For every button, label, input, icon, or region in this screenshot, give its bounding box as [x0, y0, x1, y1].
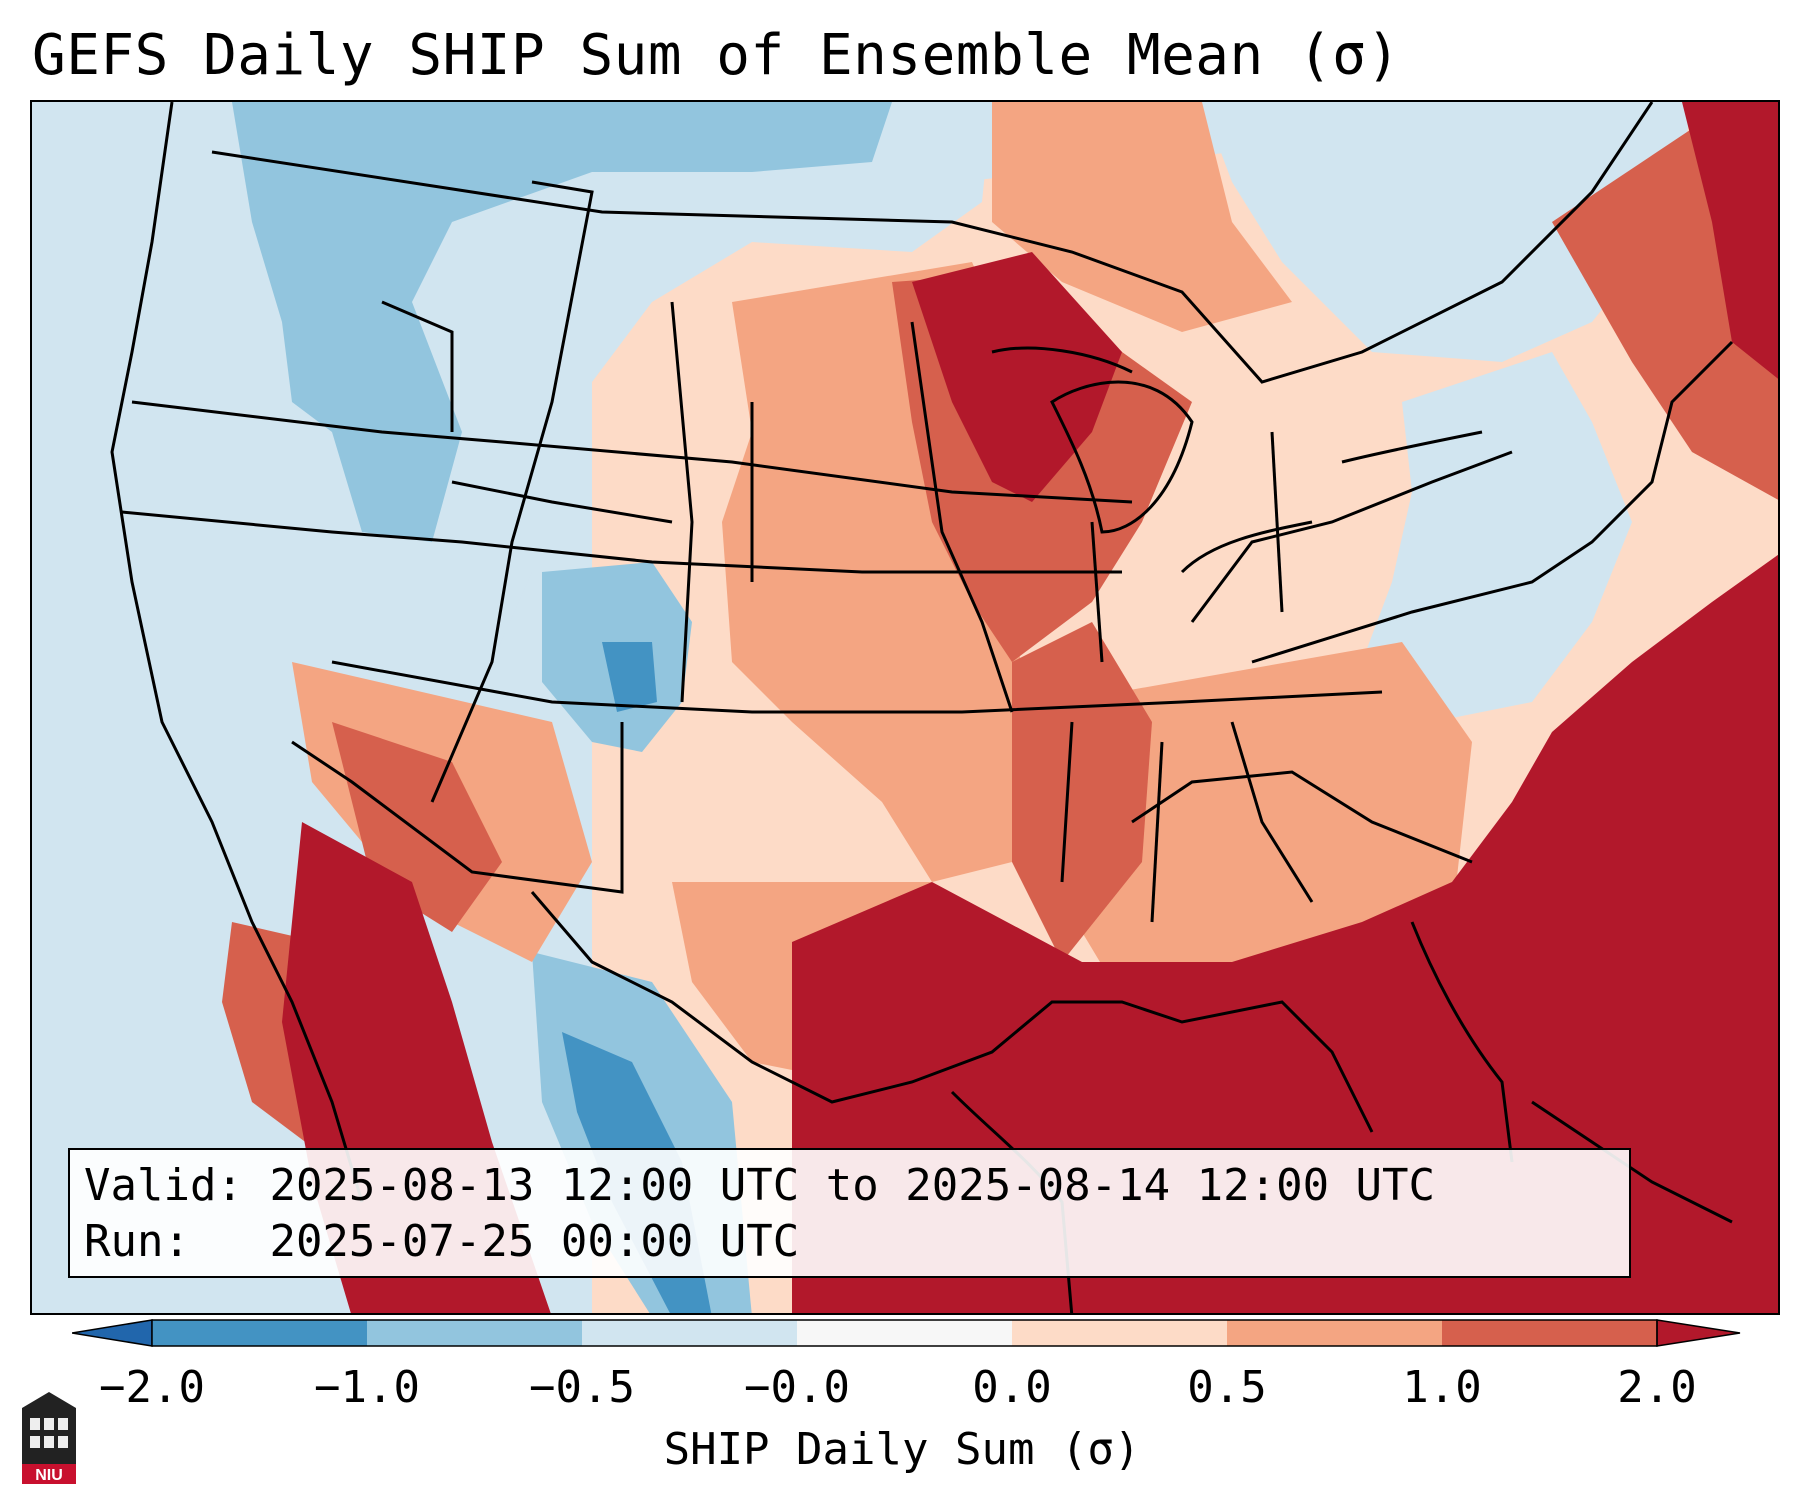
colorbar-tick-8: 2.0 — [1617, 1362, 1697, 1413]
colorbar-tick-4: −0.0 — [744, 1362, 850, 1413]
valid-run-info: Valid: 2025-08-13 12:00 UTC to 2025-08-1… — [68, 1148, 1631, 1278]
colorbar-tick-2: −1.0 — [314, 1362, 420, 1413]
valid-label: Valid: — [84, 1160, 243, 1211]
colorbar-tick-7: 1.0 — [1402, 1362, 1482, 1413]
niu-logo: NIU — [22, 1392, 76, 1484]
valid-value: 2025-08-13 12:00 UTC to 2025-08-14 12:00… — [269, 1160, 1436, 1211]
colorbar-segment-4 — [797, 1320, 1012, 1346]
canada-maritimes-extreme — [1682, 102, 1778, 379]
logo-text: NIU — [35, 1467, 63, 1484]
colorbar-segment-3 — [582, 1320, 797, 1346]
northeast-cool-region — [1362, 352, 1632, 722]
colorbar-segment-2 — [367, 1320, 582, 1346]
run-value: 2025-07-25 00:00 UTC — [269, 1216, 800, 1267]
canada-east-positive — [992, 102, 1292, 332]
shaded-map — [32, 102, 1778, 1313]
page-title: GEFS Daily SHIP Sum of Ensemble Mean (σ) — [32, 23, 1401, 88]
colorado-strong-blue — [602, 642, 657, 712]
map-panel — [30, 100, 1780, 1315]
canada-cool-region — [1202, 102, 1692, 362]
colorbar-segment-1 — [152, 1320, 367, 1346]
colorbar-tick-1: −2.0 — [99, 1362, 205, 1413]
colorbar-tick-6: 0.5 — [1187, 1362, 1267, 1413]
colorbar — [72, 1319, 1741, 1347]
gulf-atlantic-extreme — [792, 554, 1778, 1313]
colorbar-segment-7 — [1442, 1320, 1657, 1346]
colorbar-segment-5 — [1012, 1320, 1227, 1346]
colorbar-tick-5: 0.0 — [972, 1362, 1052, 1413]
run-label: Run: — [84, 1216, 190, 1267]
colorbar-min-arrow — [72, 1319, 153, 1347]
colorbar-tick-3: −0.5 — [529, 1362, 635, 1413]
southeast-positive — [1052, 642, 1472, 982]
colorbar-label: SHIP Daily Sum (σ) — [663, 1424, 1141, 1475]
colorbar-max-arrow — [1656, 1319, 1741, 1347]
colorbar-segment-6 — [1227, 1320, 1442, 1346]
